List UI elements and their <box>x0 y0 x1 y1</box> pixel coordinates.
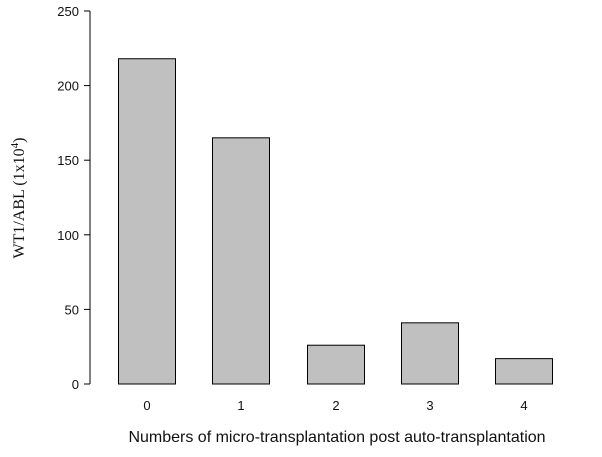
y-axis-label-prefix: WT1/ABL (1x10 <box>11 148 28 258</box>
y-axis-label: WT1/ABL (1x104) <box>9 138 28 259</box>
axes: 0 50 100 150 200 250 0 1 2 3 4 <box>57 4 527 413</box>
x-tick-label: 4 <box>520 398 527 413</box>
x-tick-label: 0 <box>143 398 150 413</box>
x-tick-label: 3 <box>426 398 433 413</box>
bars <box>118 58 553 385</box>
bar-3 <box>401 322 459 385</box>
bar-0 <box>118 58 176 385</box>
y-tick-label: 0 <box>72 377 79 392</box>
y-axis-label-suffix: ) <box>11 138 28 143</box>
x-tick-label: 1 <box>237 398 244 413</box>
y-tick-label: 150 <box>57 153 79 168</box>
x-axis-ticks: 0 1 2 3 4 <box>143 398 527 413</box>
y-tick-label: 250 <box>57 4 79 19</box>
bar-1 <box>212 137 270 385</box>
bar-4 <box>495 358 553 385</box>
x-axis-label: Numbers of micro-transplantation post au… <box>128 429 545 446</box>
y-axis-label-superscript: 4 <box>9 142 21 148</box>
x-tick-label: 2 <box>332 398 339 413</box>
y-axis-ticks: 0 50 100 150 200 250 <box>57 4 90 392</box>
y-tick-label: 100 <box>57 228 79 243</box>
bar-2 <box>307 344 365 385</box>
y-tick-label: 50 <box>65 302 79 317</box>
y-tick-label: 200 <box>57 79 79 94</box>
